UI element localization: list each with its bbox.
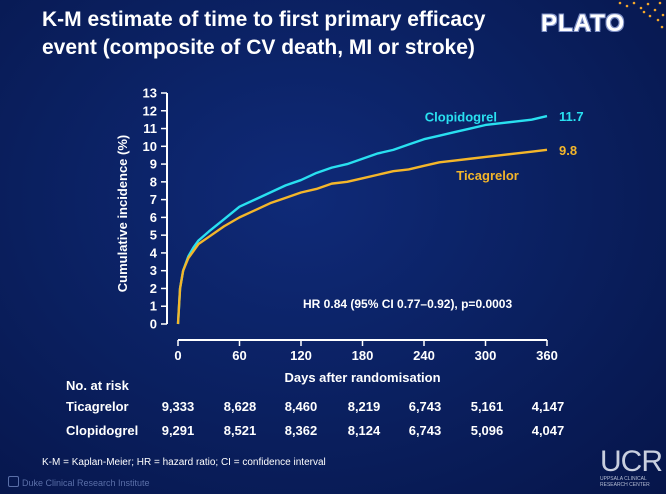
x-tick-label: 240 — [413, 348, 435, 363]
x-tick-label: 120 — [290, 348, 312, 363]
at-risk-cell: 4,047 — [531, 423, 565, 438]
at-risk-cell: 8,521 — [223, 423, 257, 438]
series-name-ticagrelor: Ticagrelor — [456, 168, 519, 183]
y-tick-label: 2 — [150, 281, 157, 296]
series-line-clopidogrel — [176, 114, 548, 325]
y-tick-label: 8 — [150, 174, 157, 189]
plato-logo: PLATO — [541, 10, 626, 37]
y-tick-label: 13 — [143, 86, 157, 101]
duke-logo: Duke Clinical Research Institute — [8, 476, 150, 488]
y-tick-label: 4 — [150, 245, 158, 260]
series-name-clopidogrel: Clopidogrel — [425, 109, 497, 124]
y-tick-label: 5 — [150, 228, 157, 243]
ucr-logo-line1: UPPSALA CLINICAL — [600, 476, 647, 482]
x-tick-label: 60 — [232, 348, 246, 363]
at-risk-cell: 4,147 — [531, 399, 565, 414]
x-tick-label: 0 — [174, 348, 181, 363]
y-axis-label: Cumulative incidence (%) — [115, 135, 130, 292]
at-risk-cell: 8,219 — [347, 399, 381, 414]
y-tick-label: 12 — [143, 103, 157, 118]
duke-mark-icon — [8, 476, 19, 487]
at-risk-cell: 5,161 — [470, 399, 504, 414]
x-axis-label: Days after randomisation — [284, 370, 440, 385]
y-tick-label: 10 — [143, 139, 157, 154]
at-risk-cell: 9,333 — [161, 399, 195, 414]
ucr-logo-abbrev: UCR — [600, 445, 663, 478]
ucr-logo-line2: RESEARCH CENTER — [600, 482, 650, 488]
at-risk-cell: 8,362 — [284, 423, 318, 438]
y-tick-label: 3 — [150, 263, 157, 278]
x-tick-label: 360 — [536, 348, 558, 363]
ucr-logo: UCR UPPSALA CLINICAL RESEARCH CENTER — [600, 445, 663, 489]
y-tick-label: 9 — [150, 157, 157, 172]
y-tick-label: 7 — [150, 192, 157, 207]
hr-annotation: HR 0.84 (95% CI 0.77–0.92), p=0.0003 — [303, 297, 512, 311]
at-risk-cell: 8,460 — [284, 399, 318, 414]
y-tick-label: 0 — [150, 317, 157, 332]
brand-dots-decoration — [618, 1, 665, 29]
footnote: K-M = Kaplan-Meier; HR = hazard ratio; C… — [42, 457, 326, 468]
y-tick-label: 1 — [150, 299, 157, 314]
at-risk-cell: 5,096 — [470, 423, 504, 438]
at-risk-cell: 9,291 — [161, 423, 195, 438]
x-tick-label: 180 — [352, 348, 374, 363]
at-risk-cell: 6,743 — [408, 399, 442, 414]
x-tick-label: 300 — [475, 348, 497, 363]
at-risk-header: No. at risk — [66, 378, 129, 393]
series-line-ticagrelor — [176, 148, 548, 325]
slide-title: K-M estimate of time to first primary ef… — [42, 8, 486, 59]
series-end-label-ticagrelor: 9.8 — [559, 143, 577, 158]
y-tick-label: 11 — [143, 121, 157, 136]
at-risk-cell: 8,628 — [223, 399, 257, 414]
at-risk-cell: 8,124 — [347, 423, 381, 438]
at-risk-row-label: Ticagrelor — [66, 399, 129, 414]
series-end-label-clopidogrel: 11.7 — [559, 109, 584, 124]
duke-logo-text: Duke Clinical Research Institute — [22, 478, 150, 488]
at-risk-cell: 6,743 — [408, 423, 442, 438]
y-tick-label: 6 — [150, 210, 157, 225]
at-risk-row-label: Clopidogrel — [66, 423, 139, 438]
